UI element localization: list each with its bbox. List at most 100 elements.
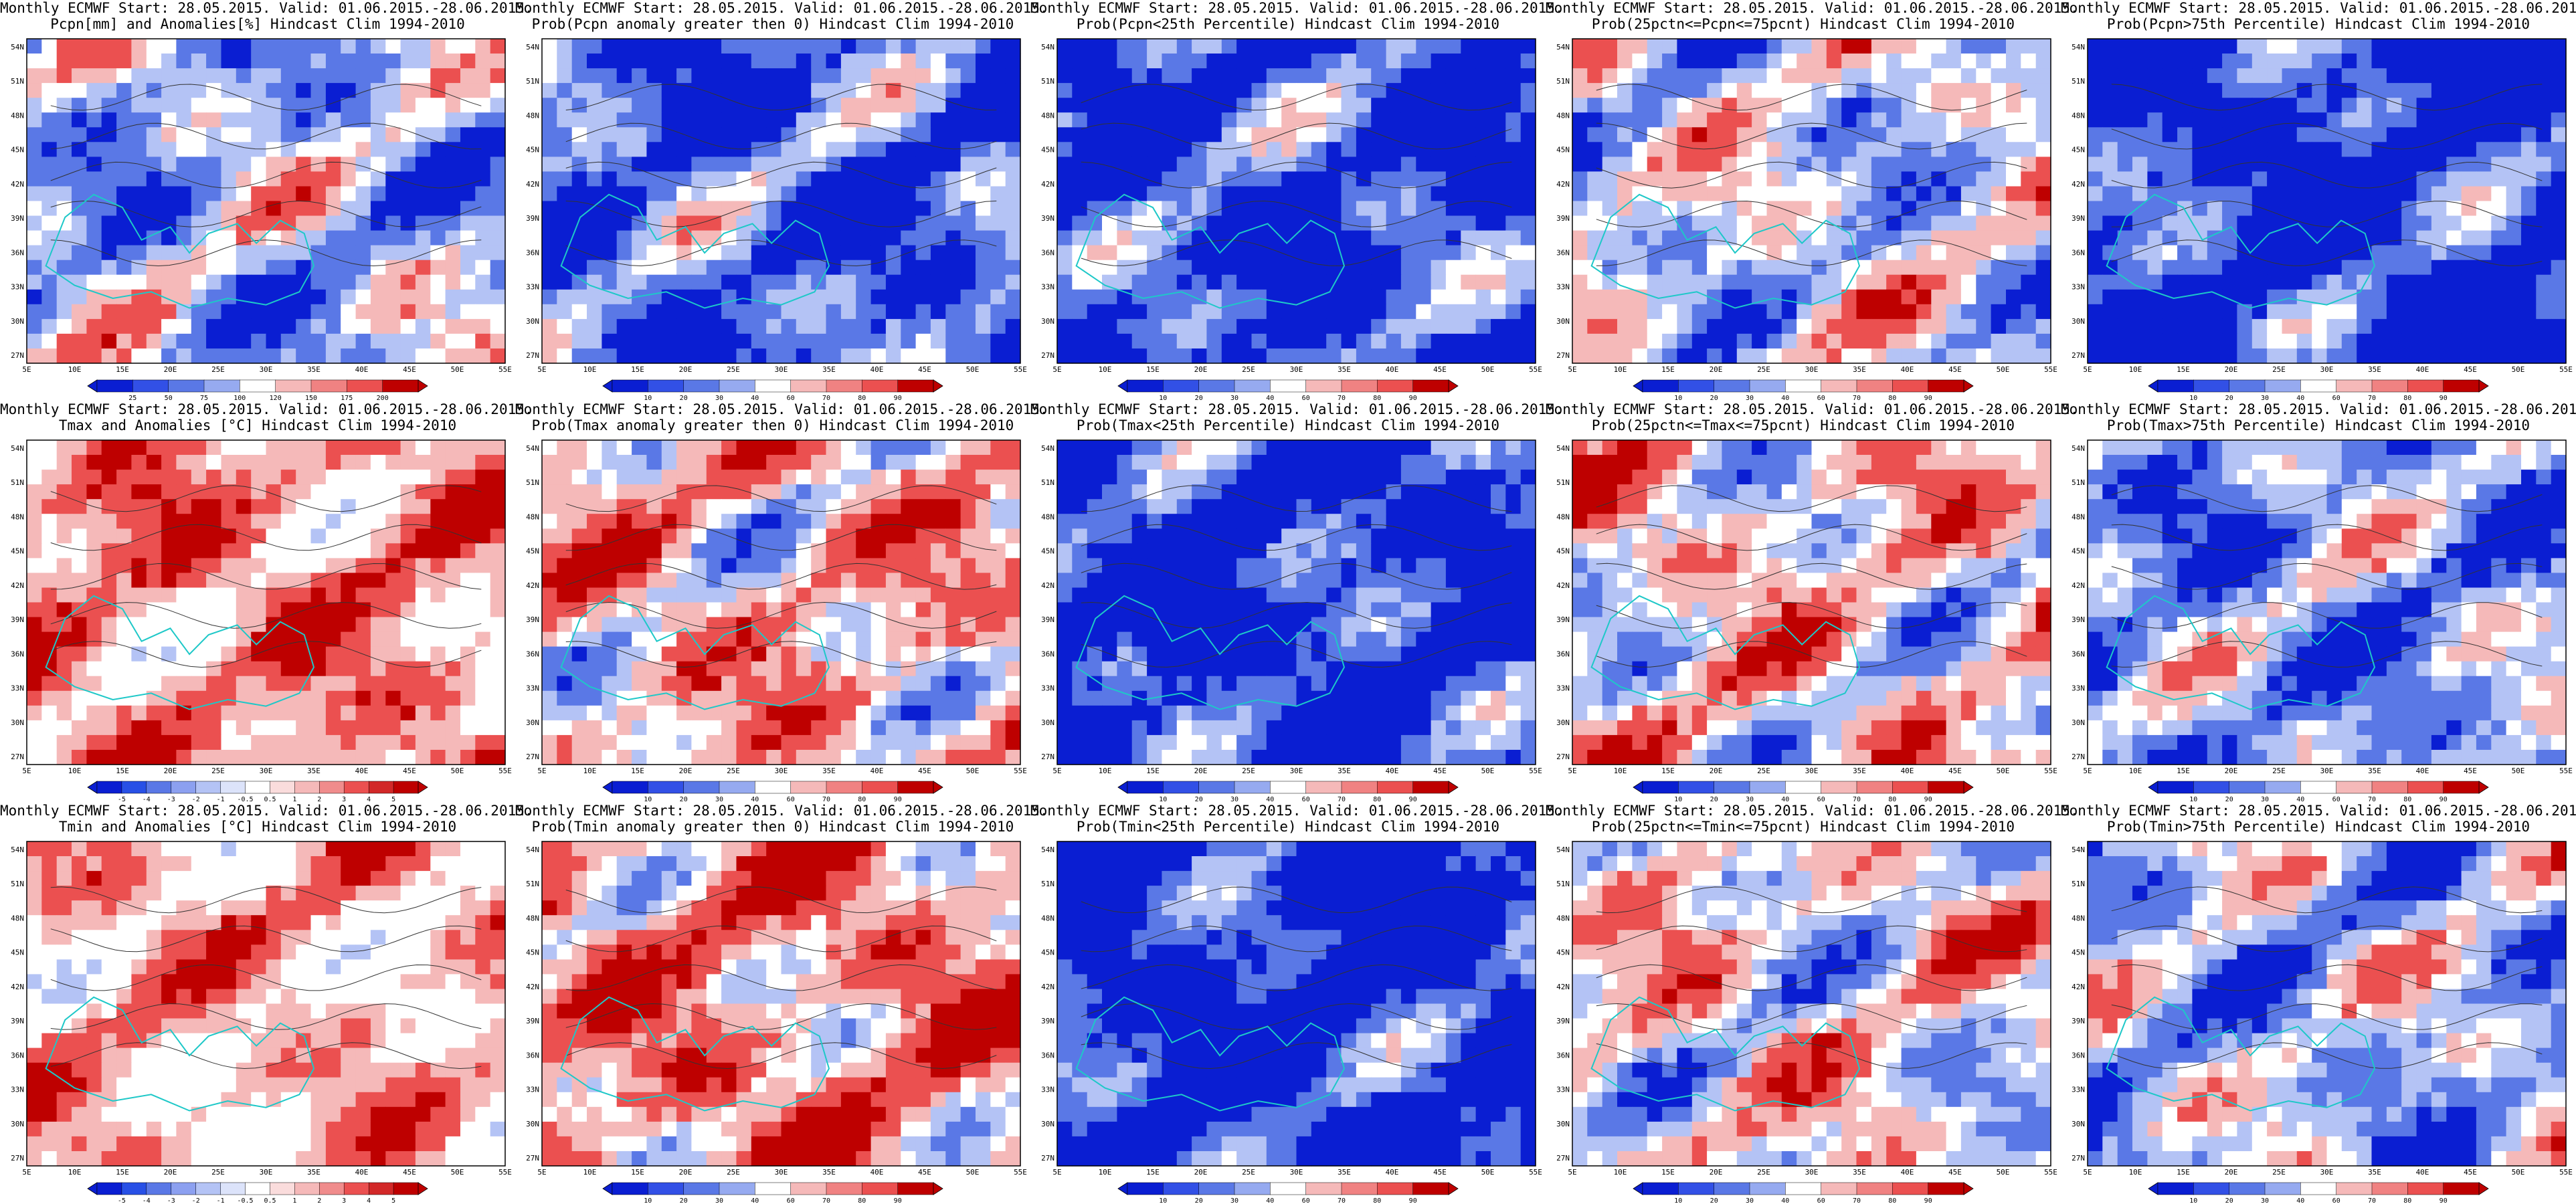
lon-label: 35E bbox=[1853, 365, 1866, 374]
colorbar: 10 20 30 40 60 70 80 90 bbox=[2148, 781, 2489, 803]
map-frame bbox=[26, 38, 506, 364]
lat-label: 36N bbox=[2072, 649, 2085, 658]
lon-label: 55E bbox=[2044, 1168, 2057, 1177]
colorbar-label: 20 bbox=[1195, 796, 1203, 803]
lat-label: 36N bbox=[1041, 649, 1054, 658]
shaded-field bbox=[27, 841, 506, 1167]
coastline bbox=[2106, 193, 2376, 309]
lon-label: 55E bbox=[2044, 767, 2057, 775]
colorbar-label: 20 bbox=[2225, 395, 2233, 401]
lon-label: 10E bbox=[1099, 1168, 1112, 1177]
colorbar-label: 90 bbox=[2440, 395, 2448, 401]
lon-label: 40E bbox=[2416, 767, 2429, 775]
colorbar-label: 60 bbox=[2332, 395, 2340, 401]
lon-label: 55E bbox=[2559, 365, 2573, 374]
lat-label: 45N bbox=[1556, 547, 1570, 556]
lat-label: 27N bbox=[1041, 752, 1054, 761]
lon-label: 40E bbox=[1386, 1168, 1399, 1177]
colorbar-label: 10 bbox=[2189, 395, 2197, 401]
lon-label: 45E bbox=[918, 767, 931, 775]
lat-label: 30N bbox=[526, 317, 539, 326]
colorbar-label: 30 bbox=[2261, 1197, 2269, 1204]
colorbar-label: 90 bbox=[894, 796, 902, 803]
map-frame bbox=[1056, 38, 1536, 364]
contour-lines bbox=[1596, 485, 2027, 668]
lat-label: 51N bbox=[2072, 478, 2085, 487]
lat-label: 27N bbox=[1041, 1154, 1054, 1163]
lat-label: 30N bbox=[2072, 718, 2085, 727]
contour-lines bbox=[565, 84, 997, 267]
lat-label: 54N bbox=[526, 444, 539, 453]
map-panel-pcpn-prob-gt0: Monthly ECMWF Start: 28.05.2015. Valid: … bbox=[515, 0, 1048, 401]
colorbar-label: 30 bbox=[715, 395, 723, 401]
colorbar-label: 60 bbox=[1302, 1197, 1310, 1204]
lat-label: 36N bbox=[2072, 248, 2085, 257]
lon-label: 15E bbox=[1661, 767, 1675, 775]
lon-label: 35E bbox=[307, 365, 320, 374]
lon-label: 25E bbox=[1242, 365, 1255, 374]
lat-label: 45N bbox=[2072, 948, 2085, 957]
lon-label: 15E bbox=[1661, 365, 1675, 374]
panel-header: Monthly ECMWF Start: 28.05.2015. Valid: … bbox=[515, 803, 1048, 819]
lon-label: 40E bbox=[2416, 365, 2429, 374]
colorbar-label: 3 bbox=[342, 1197, 346, 1204]
colorbar-label: 60 bbox=[787, 1197, 795, 1204]
colorbar-label: 70 bbox=[2368, 796, 2376, 803]
lon-label: 5E bbox=[2083, 767, 2092, 775]
colorbar-label: 10 bbox=[644, 395, 652, 401]
colorbar-label: 40 bbox=[1266, 796, 1274, 803]
lon-label: 30E bbox=[775, 365, 788, 374]
lon-label: 25E bbox=[1757, 767, 1770, 775]
panel-subtitle: Prob(25pctn<=Tmax<=75pcnt) Hindcast Clim… bbox=[1591, 417, 2015, 433]
lat-label: 45N bbox=[526, 547, 539, 556]
lat-label: 45N bbox=[2072, 547, 2085, 556]
colorbar: 10 20 30 40 60 70 80 90 bbox=[1117, 1182, 1459, 1204]
map-panel-tmax-anom: Monthly ECMWF Start: 28.05.2015. Valid: … bbox=[0, 401, 533, 803]
lat-label: 30N bbox=[2072, 317, 2085, 326]
colorbar: 10 20 30 40 60 70 80 90 bbox=[602, 781, 943, 803]
lon-label: 10E bbox=[1099, 767, 1112, 775]
lon-label: 10E bbox=[68, 365, 82, 374]
lat-label: 51N bbox=[11, 880, 24, 888]
lat-label: 39N bbox=[1556, 615, 1570, 624]
lon-label: 30E bbox=[775, 1168, 788, 1177]
lon-label: 5E bbox=[22, 365, 31, 374]
colorbar-label: 40 bbox=[1781, 796, 1789, 803]
lat-label: 45N bbox=[1041, 948, 1054, 957]
lat-label: 54N bbox=[2072, 845, 2085, 854]
colorbar-label: 5 bbox=[391, 1197, 395, 1204]
colorbar-label: 20 bbox=[2225, 1197, 2233, 1204]
lon-label: 40E bbox=[870, 365, 884, 374]
colorbar-label: 90 bbox=[894, 395, 902, 401]
lat-label: 27N bbox=[526, 1154, 539, 1163]
lon-label: 5E bbox=[1568, 767, 1576, 775]
lon-label: 20E bbox=[1194, 1168, 1208, 1177]
lat-label: 48N bbox=[2072, 512, 2085, 521]
lon-label: 10E bbox=[583, 365, 597, 374]
lat-label: 48N bbox=[1556, 512, 1570, 521]
colorbar-label: 60 bbox=[1302, 796, 1310, 803]
lon-label: 25E bbox=[211, 365, 225, 374]
colorbar-label: -2 bbox=[192, 796, 200, 803]
panel-subtitle: Prob(25pctn<=Tmin<=75pcnt) Hindcast Clim… bbox=[1591, 819, 2015, 835]
lon-label: 5E bbox=[2083, 365, 2092, 374]
colorbar-label: 80 bbox=[1373, 395, 1381, 401]
colorbar-label: 60 bbox=[2332, 796, 2340, 803]
lon-label: 20E bbox=[1710, 1168, 1723, 1177]
lon-label: 35E bbox=[1338, 767, 1351, 775]
lat-label: 51N bbox=[1556, 478, 1570, 487]
shaded-field bbox=[2088, 841, 2567, 1167]
lat-label: 51N bbox=[1041, 77, 1054, 86]
lat-label: 39N bbox=[11, 214, 24, 223]
lat-label: 54N bbox=[1556, 444, 1570, 453]
lat-label: 33N bbox=[11, 684, 24, 693]
lat-label: 30N bbox=[1041, 1120, 1054, 1128]
lon-label: 55E bbox=[2559, 1168, 2573, 1177]
